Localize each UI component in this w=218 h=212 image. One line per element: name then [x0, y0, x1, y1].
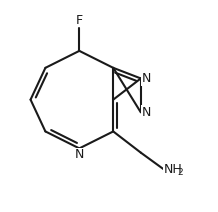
Text: N: N [75, 148, 84, 161]
Text: NH: NH [164, 163, 183, 176]
Text: F: F [76, 14, 83, 26]
Text: 2: 2 [177, 169, 183, 177]
Text: N: N [142, 72, 151, 85]
Text: N: N [142, 106, 151, 119]
